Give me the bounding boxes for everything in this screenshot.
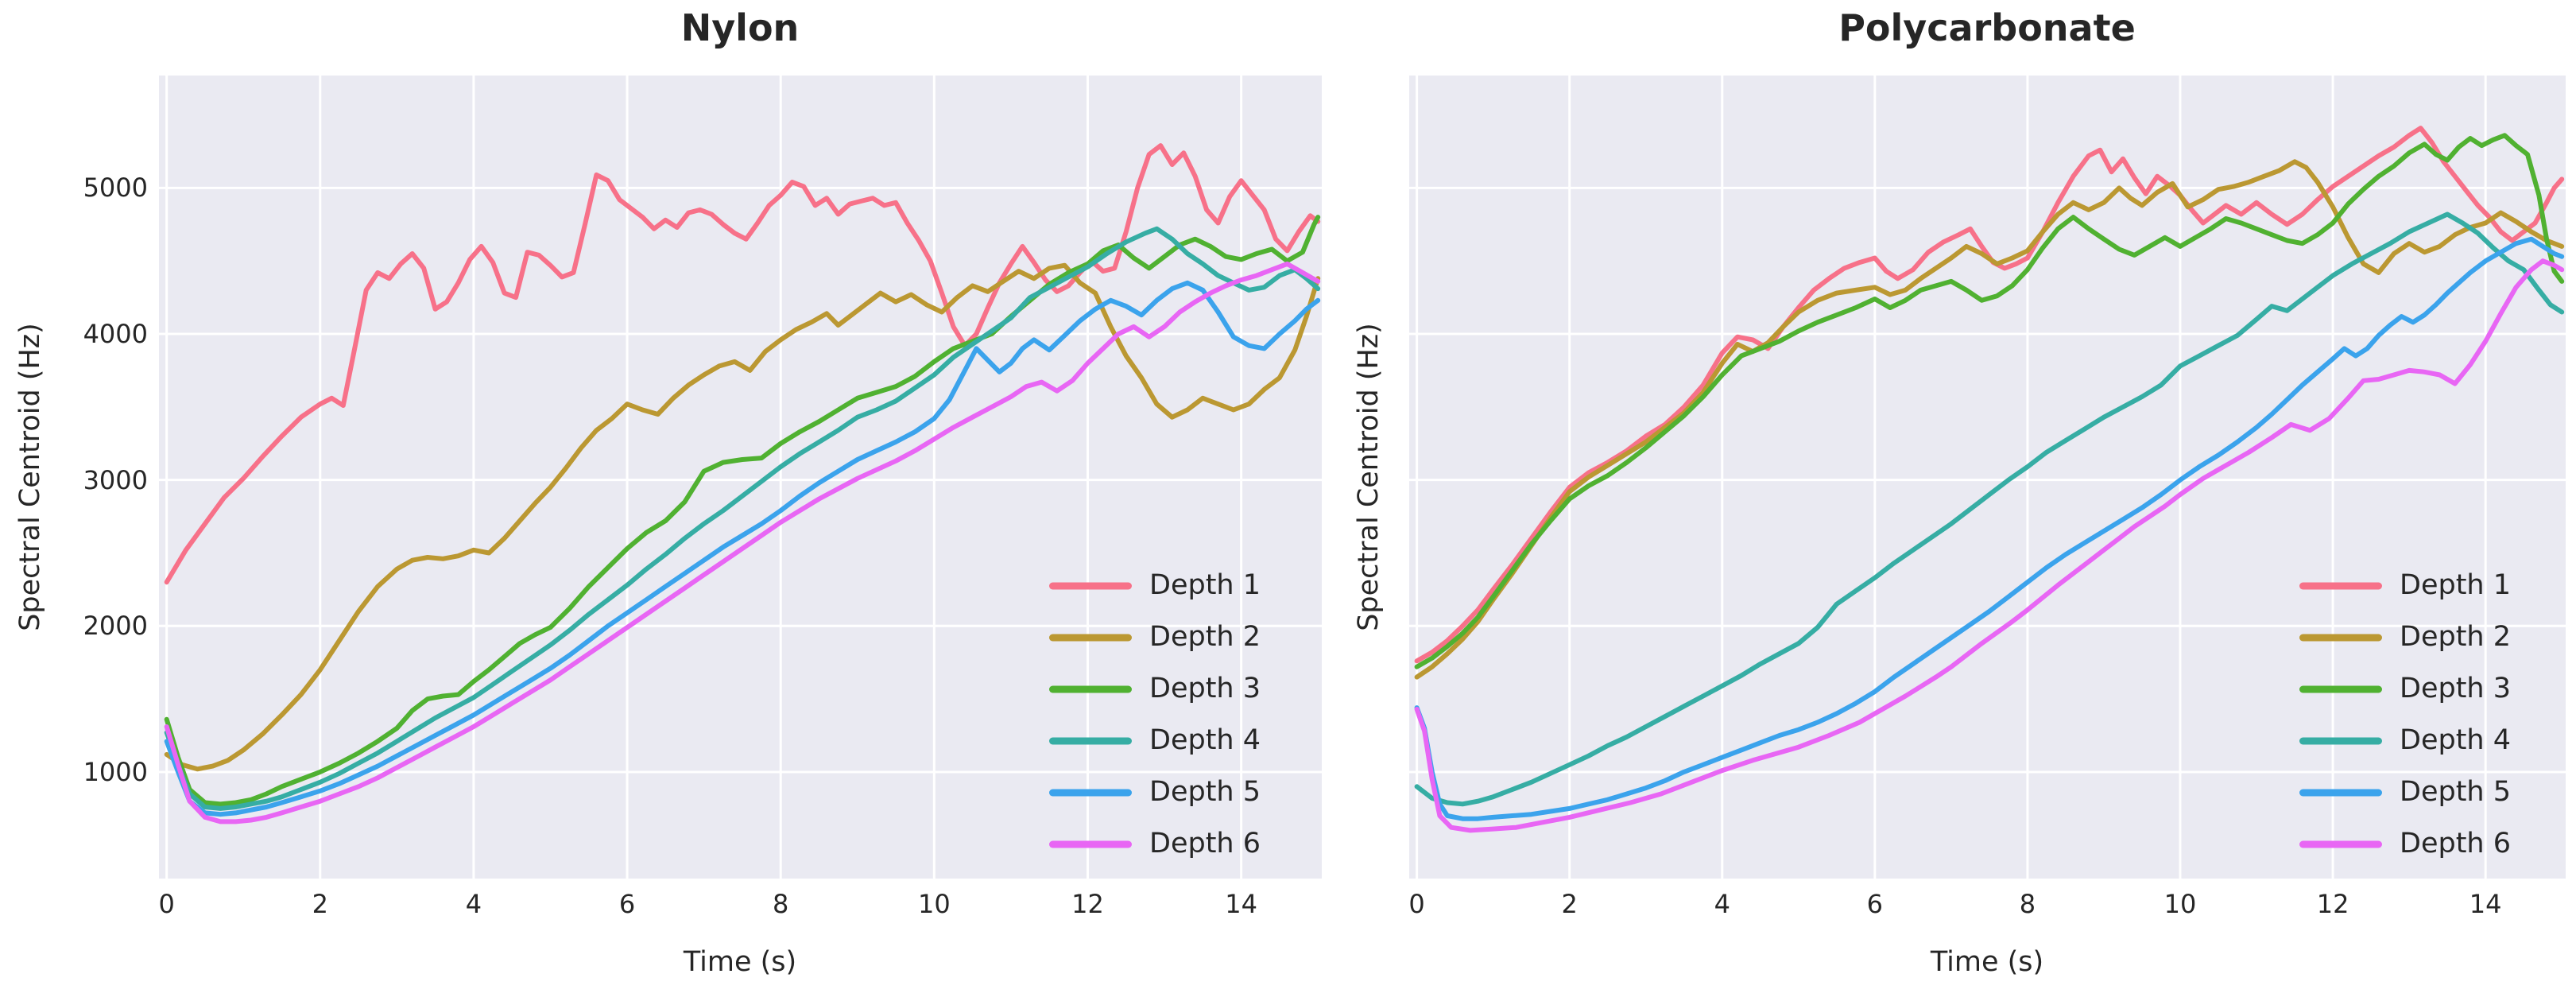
series-line-depth-3: [164, 215, 1321, 807]
x-tick-label: 6: [618, 889, 636, 919]
legend-label-depth-3: Depth 3: [2400, 673, 2511, 705]
legend-label-depth-5: Depth 5: [1149, 776, 1261, 809]
legend-swatch-depth-6: [2299, 840, 2382, 848]
legend-swatch-depth-3: [1049, 685, 1132, 693]
y-tick-label: 5000: [83, 173, 148, 204]
y-tick-label: 2000: [83, 611, 148, 642]
y-tick-label: 3000: [83, 464, 148, 495]
legend-label-depth-3: Depth 3: [1149, 673, 1261, 705]
legend-label-depth-4: Depth 4: [2400, 724, 2511, 757]
y-axis-label-right: Spectral Centroid (Hz): [1353, 323, 1385, 631]
legend-swatch-depth-3: [2299, 685, 2382, 693]
legend-label-depth-4: Depth 4: [1149, 724, 1261, 757]
legend-swatch-depth-1: [2299, 582, 2382, 590]
legend-swatch-depth-2: [2299, 634, 2382, 642]
series-line-depth-4: [1414, 211, 2565, 807]
legend-swatch-depth-1: [1049, 582, 1132, 590]
x-tick-label: 2: [312, 889, 328, 919]
x-tick-label: 0: [158, 889, 175, 919]
x-tick-label: 10: [917, 889, 951, 919]
legend-swatch-depth-2: [1049, 634, 1132, 642]
chart-canvas: [1409, 76, 2566, 879]
chart-title-polycarbonate: Polycarbonate: [1838, 6, 2136, 49]
series-line-depth-1: [1414, 126, 2565, 664]
legend-label-depth-2: Depth 2: [1149, 621, 1261, 654]
x-tick-label: 0: [1408, 889, 1425, 919]
x-tick-label: 8: [2019, 889, 2036, 919]
chart-canvas: [159, 76, 1322, 879]
series-line-depth-6: [164, 261, 1321, 824]
x-tick-label: 4: [465, 889, 482, 919]
x-tick-label: 2: [1561, 889, 1578, 919]
legend-swatch-depth-6: [1049, 840, 1132, 848]
series-line-depth-2: [164, 262, 1321, 772]
legend-label-depth-6: Depth 6: [2400, 828, 2511, 860]
series-line-depth-4: [164, 226, 1321, 811]
series-line-depth-1: [164, 143, 1321, 585]
legend-label-depth-1: Depth 1: [2400, 569, 2511, 602]
x-axis-label-right: Time (s): [1930, 946, 2044, 978]
legend-swatch-depth-4: [1049, 737, 1132, 745]
series-line-depth-5: [1414, 236, 2565, 821]
x-tick-label: 8: [773, 889, 789, 919]
x-tick-label: 14: [2469, 889, 2502, 919]
polycarbonate-plot-area: [1409, 76, 2566, 879]
series-line-depth-5: [164, 280, 1321, 817]
legend-label-depth-2: Depth 2: [2400, 621, 2511, 654]
y-tick-label: 1000: [83, 756, 148, 787]
series-line-depth-3: [1414, 133, 2565, 669]
legend-swatch-depth-5: [1049, 789, 1132, 797]
x-tick-label: 4: [1714, 889, 1730, 919]
x-tick-label: 12: [2316, 889, 2349, 919]
legend-label-depth-1: Depth 1: [1149, 569, 1261, 602]
legend-swatch-depth-4: [2299, 737, 2382, 745]
series-line-depth-6: [1414, 258, 2565, 833]
x-tick-label: 6: [1866, 889, 1884, 919]
legend-label-depth-5: Depth 5: [2400, 776, 2511, 809]
series-line-depth-2: [1414, 159, 2565, 680]
legend-swatch-depth-5: [2299, 789, 2382, 797]
x-tick-label: 12: [1071, 889, 1104, 919]
chart-title-nylon: Nylon: [680, 6, 800, 49]
nylon-plot-area: [159, 76, 1322, 879]
x-tick-label: 14: [1225, 889, 1257, 919]
y-tick-label: 4000: [83, 319, 148, 350]
legend-label-depth-6: Depth 6: [1149, 828, 1261, 860]
x-tick-label: 10: [2163, 889, 2197, 919]
x-axis-label-left: Time (s): [683, 946, 797, 978]
